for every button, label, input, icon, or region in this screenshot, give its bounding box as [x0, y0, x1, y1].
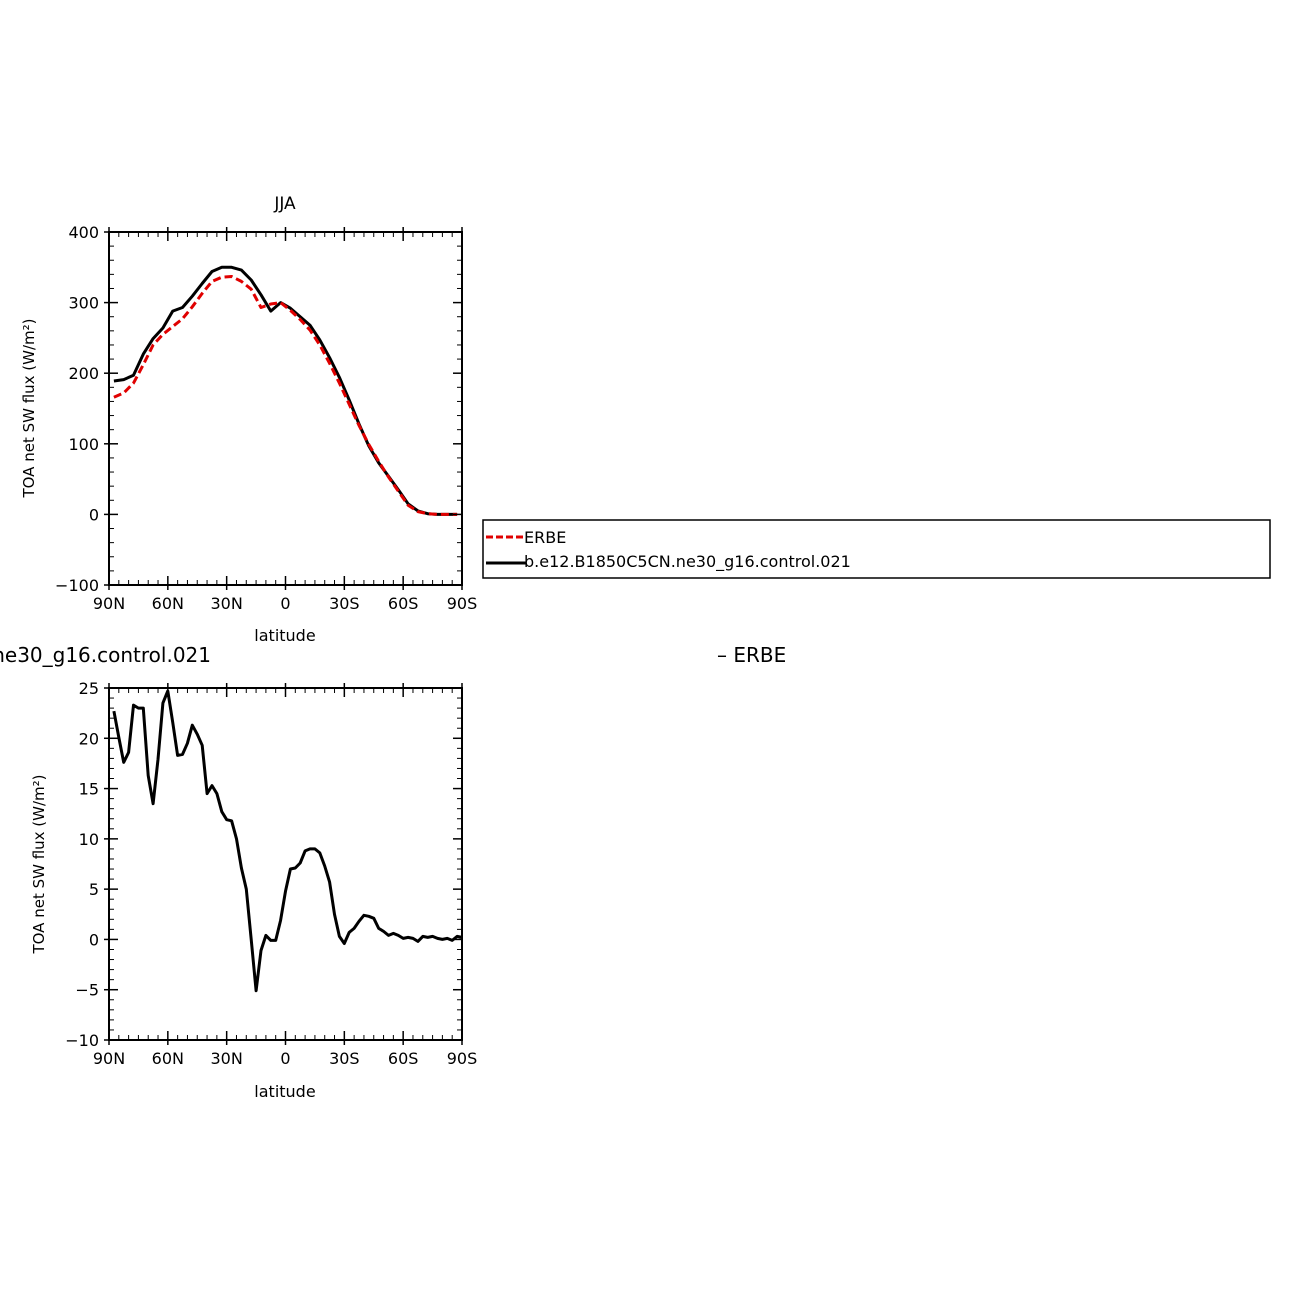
y-tick-label: 10 — [79, 830, 99, 849]
x-tick-label: 30N — [211, 1049, 243, 1068]
y-tick-label: 0 — [89, 505, 99, 524]
top-panel-y-ticks: −100 0 100 200 300 400 — [55, 223, 462, 595]
bottom-panel-y-ticks: −10 −5 0 5 10 15 20 25 — [65, 679, 462, 1050]
bottom-panel-series-group — [112, 689, 463, 993]
bottom-panel: b.e12.B1850C5CN.ne30_g16.control.021 – E… — [0, 643, 786, 1101]
y-tick-label: 200 — [68, 364, 99, 383]
y-tick-label: 100 — [68, 435, 99, 454]
y-tick-label: 15 — [79, 780, 99, 799]
y-tick-label: 400 — [68, 223, 99, 242]
y-tick-label: −100 — [55, 576, 99, 595]
y-tick-label: 25 — [79, 679, 99, 698]
legend-box — [482, 519, 1271, 579]
x-tick-label: 0 — [280, 594, 290, 613]
x-tick-label: 90N — [93, 594, 125, 613]
x-tick-label: 90S — [447, 594, 478, 613]
bottom-panel-y-axis-label: TOA net SW flux (W/m²) — [30, 774, 48, 954]
x-tick-label: 30S — [329, 1049, 360, 1068]
series-line-difference — [112, 689, 463, 993]
y-tick-label: 20 — [79, 729, 99, 748]
legend-label-erbe: ERBE — [524, 528, 566, 547]
bottom-panel-x-axis-label: latitude — [254, 1082, 315, 1101]
y-tick-label: 5 — [89, 880, 99, 899]
x-tick-label: 90N — [93, 1049, 125, 1068]
x-tick-label: 90S — [447, 1049, 478, 1068]
x-tick-label: 60S — [388, 1049, 419, 1068]
legend-label-model: b.e12.B1850C5CN.ne30_g16.control.021 — [524, 552, 851, 572]
top-panel-series-group — [113, 265, 458, 516]
bottom-panel-frame — [108, 687, 463, 1041]
y-tick-label: −10 — [65, 1031, 99, 1050]
bottom-panel-x-ticks: 90N 60N 30N 0 30S 60S 90S — [93, 683, 477, 1068]
y-tick-label: 300 — [68, 294, 99, 313]
bottom-panel-title-left: b.e12.B1850C5CN.ne30_g16.control.021 — [0, 643, 211, 667]
plot-frame — [108, 231, 463, 586]
legend: ERBE b.e12.B1850C5CN.ne30_g16.control.02… — [482, 519, 1271, 579]
series-line-erbe — [113, 275, 458, 516]
y-tick-label: −5 — [75, 981, 99, 1000]
x-tick-label: 0 — [280, 1049, 290, 1068]
x-tick-label: 60N — [152, 594, 184, 613]
top-panel-frame — [108, 231, 463, 586]
top-panel-title: JJA — [273, 194, 296, 214]
x-tick-label: 30S — [329, 594, 360, 613]
x-tick-label: 60S — [388, 594, 419, 613]
top-panel-x-axis-label: latitude — [254, 626, 315, 645]
top-panel-x-ticks: 90N 60N 30N 0 30S 60S 90S — [93, 227, 477, 613]
x-tick-label: 30N — [211, 594, 243, 613]
y-tick-label: 0 — [89, 930, 99, 949]
series-line-b-e12-b1850c5cn-ne30-g16-control-021 — [113, 265, 458, 516]
top-panel-y-axis-label: TOA net SW flux (W/m²) — [20, 318, 38, 498]
plot-frame — [108, 687, 463, 1041]
x-tick-label: 60N — [152, 1049, 184, 1068]
bottom-panel-title-right: – ERBE — [717, 643, 786, 667]
